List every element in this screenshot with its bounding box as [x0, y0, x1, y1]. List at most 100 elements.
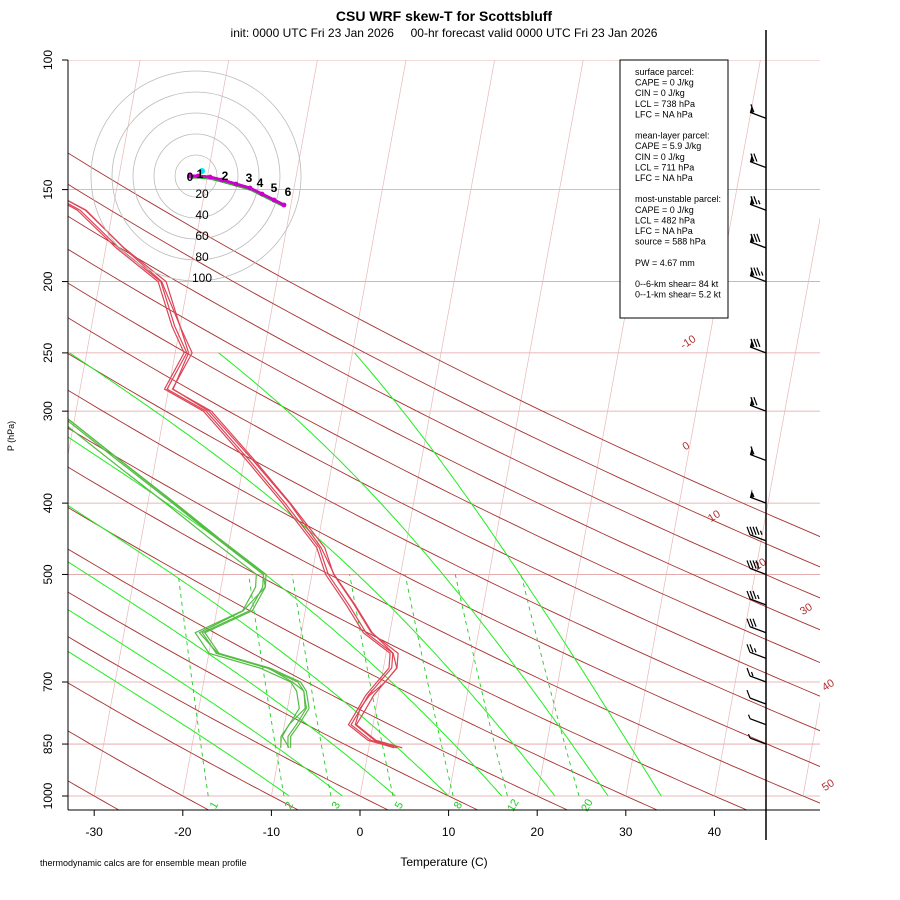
wind-barb-flag [749, 644, 754, 653]
x-tick-label: 0 [357, 825, 364, 839]
wind-barb-flag [753, 153, 758, 162]
wind-barb [749, 153, 767, 169]
wind-barb-half-flag [756, 594, 760, 600]
info-box-line: LCL = 738 hPa [635, 99, 695, 109]
info-box-line: CAPE = 0 J/kg [635, 205, 694, 215]
hodograph-ring-label: 40 [195, 208, 209, 222]
temperature-trace [68, 204, 395, 749]
hodograph: 20 40 60 80 100 0 1 2 3 4 5 6 [90, 70, 302, 285]
moist-adiabat-line [68, 436, 503, 797]
temperature-trace [68, 199, 398, 749]
hodograph-ring [174, 154, 218, 198]
hodograph-point [207, 174, 213, 180]
chart-title: CSU WRF skew-T for Scottsbluff [336, 8, 553, 24]
dewpoint-trace [68, 425, 300, 748]
wind-barb [749, 196, 767, 211]
mixing-ratio-label: 1 [208, 800, 221, 811]
dry-adiabat-line [68, 282, 820, 664]
wind-barb-flag [756, 338, 761, 348]
hodograph-point [187, 173, 193, 179]
hodograph-point [233, 181, 239, 187]
wind-barb-staff [749, 496, 767, 504]
dry-adiabat-label: -10 [678, 333, 698, 352]
wind-barb-half-flag [759, 530, 763, 535]
wind-barb [746, 526, 767, 542]
wind-barb-staff [749, 453, 767, 462]
wind-barb [746, 644, 767, 659]
hodograph-ring-label: 80 [195, 250, 209, 264]
hodograph-point [219, 177, 225, 183]
wind-barb-staff [749, 160, 767, 169]
dry-adiabat-label: 0 [681, 440, 693, 453]
wind-barb-half-flag [747, 714, 751, 719]
info-box-line: source = 588 hPa [635, 237, 706, 247]
wind-barb-half-flag [751, 492, 755, 498]
dry-adiabat-line [68, 506, 659, 810]
isotherm-line [714, 216, 820, 797]
isotherm-line [892, 60, 900, 796]
info-box-line: LFC = NA hPa [635, 109, 693, 119]
wind-barb [749, 489, 767, 504]
x-tick-label: 30 [619, 825, 633, 839]
wind-barb-flag [746, 689, 751, 699]
wind-barb-staff [749, 346, 767, 354]
wind-barb-staff [749, 718, 767, 726]
x-tick-label: 10 [442, 825, 456, 839]
info-box-line: LFC = NA hPa [635, 173, 693, 183]
wind-barb-flag [746, 618, 751, 627]
x-axis-label: Temperature (C) [400, 855, 487, 869]
info-box-line: LCL = 711 hPa [635, 162, 694, 172]
wind-barb [749, 338, 767, 354]
wind-barb [746, 667, 767, 683]
wind-barb [746, 560, 767, 576]
moist-adiabat-line [354, 352, 662, 797]
dry-adiabat-line [68, 636, 389, 810]
info-box-line: mean-layer parcel: [635, 131, 710, 141]
moist-adiabat-line [68, 650, 290, 797]
wind-barb-flag [750, 446, 755, 455]
wind-barb-staff [749, 404, 767, 412]
footer-note: thermodynamic calcs are for ensemble mea… [40, 858, 247, 868]
isotherm-line [93, 60, 230, 797]
hodograph-point [259, 191, 265, 197]
wind-barb-flag [755, 526, 760, 535]
hodograph-point [195, 173, 201, 179]
dry-adiabat-line [68, 548, 569, 810]
hodograph-height-label: 5 [271, 181, 278, 195]
wind-barb-staff [749, 651, 767, 659]
hodograph-ring [111, 91, 281, 261]
wind-barb-flag [752, 618, 757, 627]
wind-barb-flag [750, 104, 755, 113]
hodograph-ring-label: 100 [192, 271, 212, 285]
wind-barb [747, 733, 767, 745]
x-tick-label: 20 [531, 825, 545, 839]
dry-adiabat-line [68, 248, 820, 631]
wind-barb [746, 689, 767, 705]
dewpoint-trace [68, 418, 310, 748]
mixing-ratio-label: 3 [330, 800, 343, 811]
info-box-line: most-unstable parcel: [635, 194, 721, 204]
isotherm-line [68, 60, 141, 457]
hodograph-point [271, 197, 277, 203]
x-tick-label: -20 [174, 825, 192, 839]
dry-adiabat-label: 20 [752, 556, 769, 573]
hodograph-height-label: 1 [197, 167, 204, 181]
info-box-line: LCL = 482 hPa [635, 215, 695, 225]
moist-adiabat-line [68, 609, 343, 797]
sounding-profiles [68, 199, 403, 749]
wind-barb-flag [750, 153, 755, 162]
wind-barb [747, 714, 767, 726]
wind-barb [749, 446, 767, 462]
wind-barb-half-flag [747, 733, 751, 739]
y-tick-label: 150 [41, 179, 55, 199]
wind-barb-staff [749, 675, 767, 683]
dry-adiabat-line [68, 352, 820, 732]
isotherm-line [271, 60, 407, 797]
y-tick-label: 300 [41, 401, 55, 421]
wind-barb-flag [756, 267, 761, 276]
wind-barb-flag [753, 267, 758, 276]
wind-barb-staff [749, 737, 767, 745]
